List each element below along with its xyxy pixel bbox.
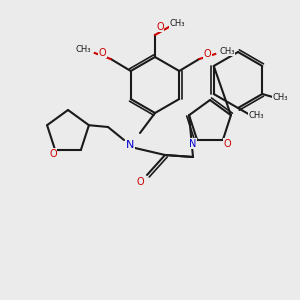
Text: CH₃: CH₃: [272, 94, 288, 103]
Text: CH₃: CH₃: [248, 112, 264, 121]
Text: O: O: [223, 139, 231, 149]
Text: CH₃: CH₃: [75, 44, 91, 53]
Text: N: N: [189, 139, 197, 149]
Text: CH₃: CH₃: [169, 20, 185, 28]
Text: O: O: [99, 48, 106, 58]
Text: O: O: [49, 149, 57, 159]
Text: CH₃: CH₃: [220, 46, 235, 56]
Text: N: N: [126, 140, 134, 150]
Text: O: O: [203, 49, 211, 59]
Text: O: O: [156, 22, 164, 32]
Text: O: O: [136, 177, 144, 187]
